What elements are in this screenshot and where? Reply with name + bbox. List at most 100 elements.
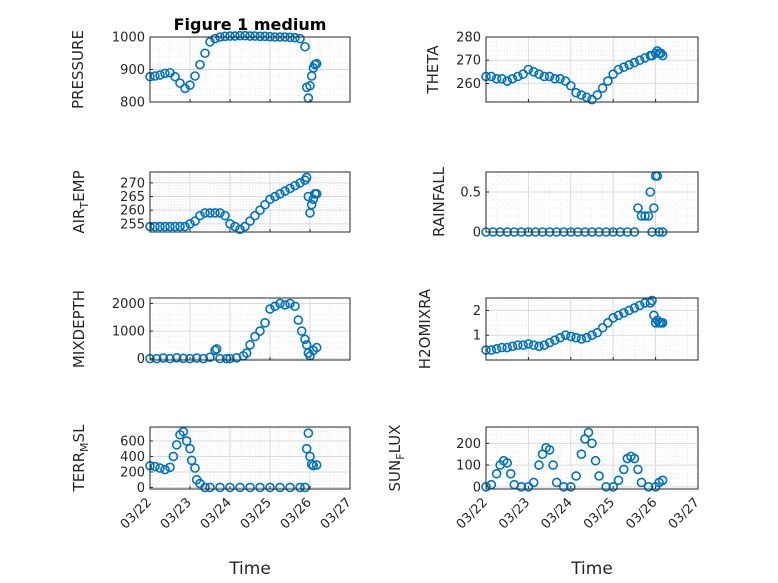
data-point <box>311 58 322 69</box>
data-point <box>175 221 185 232</box>
y-axis-label: RAINFALL <box>430 166 448 237</box>
data-point <box>518 69 528 79</box>
y-tick-label: 100 <box>456 459 481 474</box>
data-point <box>523 64 534 75</box>
data-point <box>303 428 314 439</box>
data-point <box>265 482 275 493</box>
data-point <box>613 64 624 75</box>
data-point <box>270 191 280 202</box>
y-axis-label: H2OMIXRA <box>416 288 434 369</box>
y-tick-label: 265 <box>120 190 145 205</box>
data-point <box>516 482 527 492</box>
data-point <box>245 340 255 350</box>
y-tick-label: 270 <box>456 54 481 69</box>
y-axis-label: TERRMSL <box>70 424 91 493</box>
data-point <box>597 83 608 93</box>
data-point <box>502 76 513 86</box>
data-point <box>311 460 322 470</box>
data-point <box>618 308 629 318</box>
data-point <box>215 353 225 364</box>
data-point <box>275 298 285 309</box>
data-point <box>657 50 668 61</box>
data-point <box>265 194 275 205</box>
x-tick-label: 03/23 <box>496 495 533 532</box>
y-tick-label: 280 <box>456 31 481 46</box>
data-point <box>544 337 555 348</box>
data-point <box>275 189 285 199</box>
data-point <box>645 187 656 197</box>
data-point <box>280 186 290 196</box>
y-tick-label: 0 <box>473 480 481 495</box>
data-point <box>185 80 195 90</box>
data-point <box>512 71 523 82</box>
data-point <box>643 482 654 492</box>
data-point <box>296 326 307 336</box>
data-point <box>220 210 230 221</box>
data-point <box>645 298 656 308</box>
data-point <box>185 219 195 229</box>
data-point <box>647 295 657 306</box>
data-point <box>295 482 305 493</box>
data-point <box>576 90 587 100</box>
data-point <box>270 301 280 312</box>
data-point <box>225 353 235 364</box>
data-point <box>245 31 255 41</box>
subplot-mixdepth: 0 1000 2000 MIXDEPTH <box>70 290 351 368</box>
data-point <box>250 31 260 41</box>
data-point <box>200 48 210 59</box>
data-point <box>265 304 275 314</box>
data-point <box>592 327 603 338</box>
data-point <box>231 352 242 363</box>
data-point <box>528 67 539 77</box>
data-point <box>486 71 497 82</box>
data-point <box>290 301 300 312</box>
data-point <box>305 80 315 91</box>
x-tick-label: 03/26 <box>623 495 660 532</box>
data-point <box>491 73 502 84</box>
data-point <box>560 76 571 86</box>
data-point <box>165 462 175 473</box>
data-point <box>155 221 165 232</box>
y-tick-label: 2000 <box>112 297 145 312</box>
subplot-sun-flux: 0 100 200 03/22 03/23 03/24 03/25 03/26 03/27 SUN… <box>386 425 703 579</box>
axes-box <box>485 426 699 490</box>
data-point <box>306 459 317 470</box>
data-point <box>657 475 668 486</box>
data-point <box>260 31 270 42</box>
data-point <box>534 341 544 352</box>
y-tick-label: 600 <box>120 434 145 449</box>
data-point <box>587 94 597 105</box>
data-point <box>486 345 497 355</box>
data-point <box>300 41 310 52</box>
data-point <box>550 335 560 345</box>
data-point <box>280 300 290 310</box>
x-tick-label: 03/24 <box>198 495 235 532</box>
data-point <box>502 342 513 353</box>
axes-box <box>149 171 351 233</box>
data-point <box>225 219 235 229</box>
y-tick-label: 900 <box>120 63 145 78</box>
data-point <box>165 353 175 364</box>
data-point <box>190 216 200 226</box>
data-point <box>571 332 581 343</box>
data-point <box>175 78 185 88</box>
data-point <box>191 353 202 363</box>
y-tick-label: 200 <box>120 465 145 480</box>
data-point <box>150 71 160 81</box>
data-point <box>260 317 270 328</box>
y-axis-label: THETA <box>424 45 442 95</box>
data-point <box>590 455 601 466</box>
data-point <box>558 482 569 492</box>
data-point <box>295 178 305 188</box>
data-point <box>544 71 555 82</box>
data-point <box>576 449 587 459</box>
data-point <box>165 221 175 232</box>
data-point <box>250 331 260 342</box>
data-point <box>629 57 640 68</box>
data-point <box>200 482 210 493</box>
data-point <box>613 310 624 321</box>
data-point <box>608 69 619 79</box>
data-point <box>581 92 592 103</box>
data-point <box>633 464 643 475</box>
